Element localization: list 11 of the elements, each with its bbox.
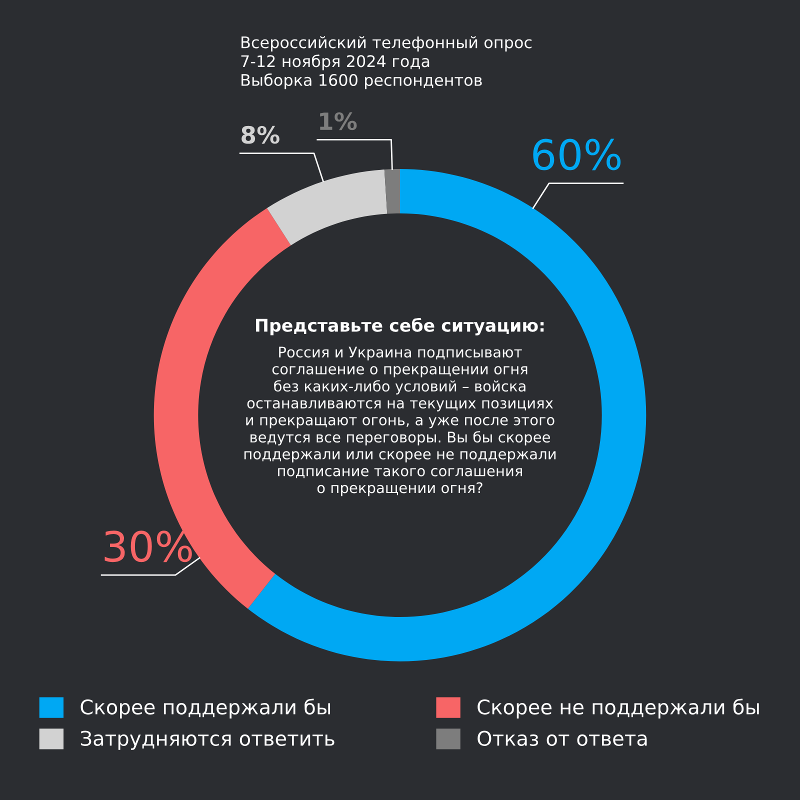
legend-label: Отказ от ответа <box>478 730 647 746</box>
text: Представьте себе ситуацию: <box>256 318 544 336</box>
legend-label: Затрудняются ответить <box>80 730 334 750</box>
chart-subtitle: Всероссийский телефонный опрос 7-12 ноября 2024 года Выборка 1600 респондентов <box>241 36 532 90</box>
data-label: 8% <box>242 126 280 144</box>
data-label: 30% <box>104 530 192 562</box>
text: Россия и Украина подписывают соглашение о прекращении огня без каких-либо условий – войска останавливаются на текущих позициях и прекращают огонь, а уже после этого ведутся все переговоры. Вы бы скорее поддержали или скорее не поддержали подписание такого соглашения о прекращении огня? <box>244 346 556 496</box>
legend-label: Скорее поддержали бы <box>80 698 330 718</box>
data-label: 60% <box>533 138 621 170</box>
legend-label: Скорее не поддержали бы <box>478 698 759 718</box>
data-label: 1% <box>320 112 357 130</box>
